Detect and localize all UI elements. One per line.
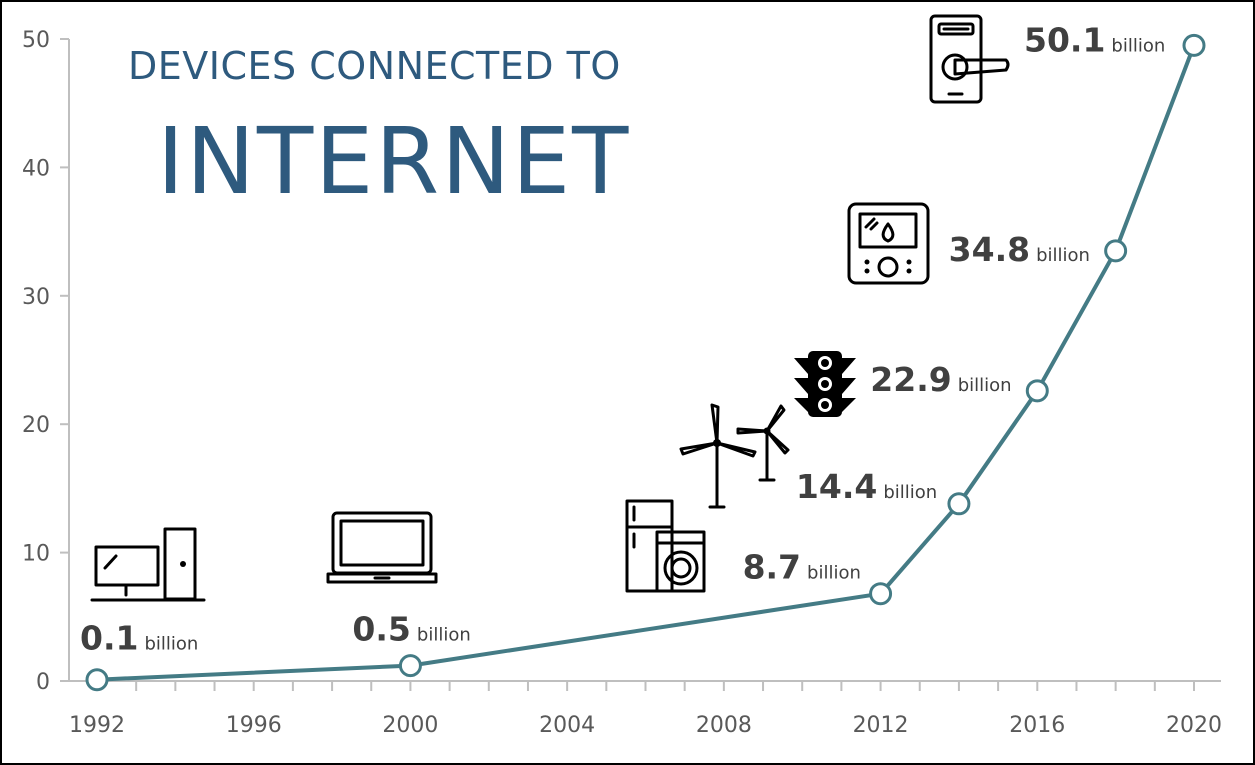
data-point-marker [947, 492, 971, 516]
y-tick-label: 30 [22, 285, 50, 310]
data-label: 8.7 billion [743, 548, 861, 587]
data-point-marker [1182, 33, 1206, 57]
x-tick-label: 2020 [1166, 713, 1222, 738]
y-tick-label: 20 [22, 413, 50, 438]
data-point-marker [869, 582, 893, 606]
data-labels: 0.1 billion 0.5 billion 8.7 billion 14.4 billio… [80, 20, 1165, 657]
traffic-light-icon [794, 351, 856, 417]
data-point-marker [398, 654, 422, 678]
data-label-unit: billion [1036, 245, 1090, 266]
x-tick-label: 2008 [696, 713, 752, 738]
series [85, 33, 1206, 692]
chart-title-line2: INTERNET [157, 108, 631, 215]
x-tick-label: 2012 [853, 713, 909, 738]
data-point-marker [1025, 379, 1049, 403]
y-tick-label: 40 [22, 156, 50, 181]
wind-turbines-icon [679, 403, 790, 509]
data-label-value: 50.1 [1024, 20, 1105, 59]
data-label-unit: billion [144, 634, 198, 655]
data-label: 0.1 billion [80, 619, 198, 658]
appliances-icon [625, 499, 706, 593]
data-label: 34.8 billion [949, 230, 1090, 269]
x-tick-label: 2004 [539, 713, 595, 738]
data-label-value: 0.5 [352, 610, 410, 649]
smart-lock-icon [929, 14, 1010, 104]
data-label-unit: billion [883, 482, 937, 503]
desktop-computer-icon [90, 527, 206, 602]
data-label-value: 8.7 [743, 548, 801, 587]
x-tick-label: 2000 [382, 713, 438, 738]
data-label-unit: billion [417, 625, 471, 646]
x-tick-label: 2016 [1009, 713, 1065, 738]
y-tick-label: 50 [22, 28, 50, 53]
data-point-marker [85, 668, 109, 692]
data-point-marker [1104, 239, 1128, 263]
data-label-unit: billion [807, 563, 861, 584]
data-label-value: 22.9 [870, 360, 951, 399]
y-tick-label: 10 [22, 542, 50, 567]
data-label: 0.5 billion [352, 610, 470, 649]
axes: 0 10 20 30 40 50 1992 1996 2000 2004 2008 2012 2016 2… [22, 28, 1222, 738]
data-label-unit: billion [958, 375, 1012, 396]
y-tick-label: 0 [36, 670, 50, 695]
data-label-value: 34.8 [949, 230, 1030, 269]
series-line [96, 44, 1196, 682]
data-label-unit: billion [1111, 35, 1165, 56]
data-label: 22.9 billion [870, 360, 1011, 399]
laptop-icon [326, 511, 438, 584]
data-label-value: 14.4 [796, 467, 877, 506]
data-label-value: 0.1 [80, 619, 138, 658]
x-tick-label: 1996 [226, 713, 282, 738]
data-label: 50.1 billion [1024, 20, 1165, 59]
thermostat-icon [847, 202, 930, 285]
data-label: 14.4 billion [796, 467, 937, 506]
x-tick-label: 1992 [69, 713, 125, 738]
chart-title-line1: DEVICES CONNECTED TO [128, 44, 621, 88]
